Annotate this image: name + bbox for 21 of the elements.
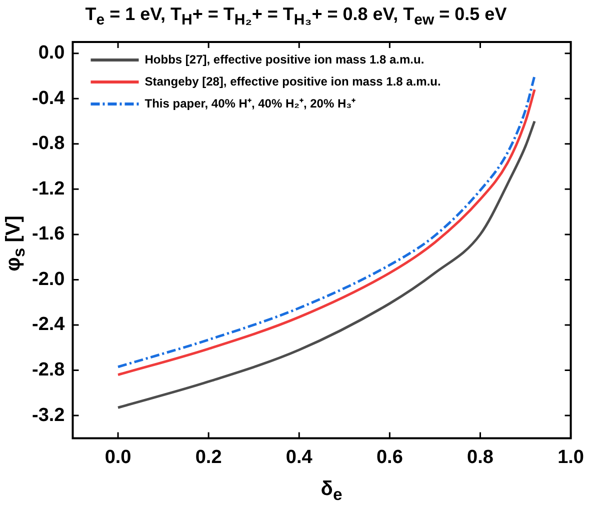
x-tick-label: 0.2 [195, 446, 222, 468]
chart-title: T$_{e}$ = 1 eV, T$_{H}$+ = T$_{H₂}$+ = T$_{H₃}$+ = 0.8 eV, T$_{ew}$ = 0.5 eV [85, 4, 507, 29]
y-tick-label: -2.4 [32, 314, 66, 336]
legend-label: Stangeby [28], effective positive ion mass 1.8 a.m.u. [144, 74, 441, 88]
x-tick-label: 0.6 [376, 446, 403, 468]
y-tick-label: -0.4 [32, 88, 66, 109]
y-tick-label: -1.6 [32, 224, 65, 245]
y-tick-label: -3.2 [32, 404, 65, 426]
x-axis-title: δ$_{e}$ [320, 478, 344, 505]
y-tick-label: -1.2 [32, 178, 65, 200]
legend-label: Hobbs [27], effective positive ion mass 1.8 a.m.u. [144, 52, 424, 66]
x-tick-label: 0.0 [104, 446, 132, 468]
x-tick-label: 1.0 [558, 446, 584, 468]
legend-label: This paper, 40% H⁺, 40% H₂⁺, 20% H₃⁺ [144, 96, 356, 110]
line-series [116, 120, 536, 409]
y-tick-label: 0.0 [38, 42, 65, 64]
y-tick-label: -2.8 [32, 360, 65, 381]
y-tick-label: -0.8 [32, 133, 65, 154]
x-tick-label: 0.8 [467, 446, 494, 468]
y-tick-label: -2.0 [32, 268, 65, 290]
x-tick-label: 0.4 [286, 446, 313, 468]
